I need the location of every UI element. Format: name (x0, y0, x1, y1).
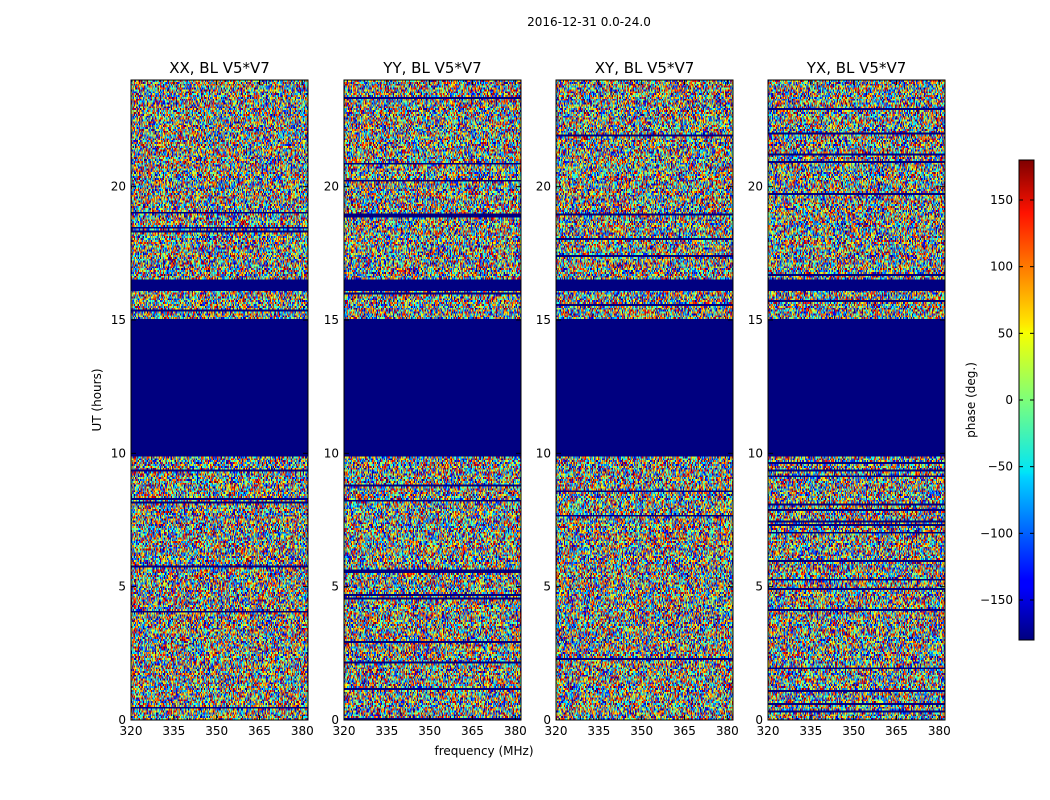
x-tick-label: 350 (630, 724, 653, 738)
panel-4: YX, BL V5*V7 320 335 350 365 380 0 5 10 15 20 (748, 59, 951, 738)
colorbar-tick-label: 50 (998, 326, 1013, 340)
panel-title: YY, BL V5*V7 (382, 59, 481, 77)
colorbar-tick-label: −100 (980, 526, 1013, 540)
y-tick-label: 5 (118, 580, 126, 594)
y-tick-label: 5 (331, 580, 339, 594)
panel-frame (130, 79, 309, 721)
y-tick-label: 10 (536, 446, 551, 460)
x-tick-label: 380 (291, 724, 314, 738)
panel-3: XY, BL V5*V7 320 335 350 365 380 0 5 10 15 20 (536, 59, 739, 738)
colorbar-tick-label: 100 (990, 260, 1013, 274)
y-tick-label: 20 (748, 180, 763, 194)
panel-2: YY, BL V5*V7 320 335 350 365 380 0 5 10 15 20 (324, 59, 527, 738)
phase-heatmap (556, 80, 733, 720)
colorbar-ticks: −150 −100 −50 0 50 100 150 (980, 193, 1034, 607)
y-tick-label: 0 (543, 713, 551, 727)
x-tick-label: 380 (716, 724, 739, 738)
y-tick-label: 0 (755, 713, 763, 727)
y-tick-label: 15 (748, 313, 763, 327)
colorbar-label: phase (deg.) (964, 362, 978, 438)
x-tick-label: 380 (504, 724, 527, 738)
x-tick-label: 365 (673, 724, 696, 738)
panel-frame (343, 79, 522, 721)
x-axis-label: frequency (MHz) (434, 744, 533, 758)
y-tick-label: 20 (111, 180, 126, 194)
colorbar-tick-label: −150 (980, 593, 1013, 607)
panel-frame (767, 79, 946, 721)
colorbar-tick-label: 0 (1005, 393, 1013, 407)
x-tick-label: 365 (885, 724, 908, 738)
y-axis-label: UT (hours) (90, 368, 104, 431)
x-tick-label: 320 (757, 724, 780, 738)
y-tick-label: 5 (755, 580, 763, 594)
x-tick-label: 350 (418, 724, 441, 738)
y-tick-label: 0 (331, 713, 339, 727)
phase-heatmap (768, 80, 945, 720)
y-tick-label: 10 (748, 446, 763, 460)
y-tick-label: 10 (111, 446, 126, 460)
x-tick-label: 320 (333, 724, 356, 738)
y-tick-label: 15 (536, 313, 551, 327)
x-tick-label: 380 (928, 724, 951, 738)
y-tick-label: 15 (324, 313, 339, 327)
x-tick-label: 320 (120, 724, 143, 738)
panel-title: YX, BL V5*V7 (806, 59, 907, 77)
x-tick-label: 335 (375, 724, 398, 738)
x-tick-label: 350 (842, 724, 865, 738)
phase-heatmap (344, 80, 521, 720)
panel-1: XX, BL V5*V7 320 335 350 365 380 0 5 10 15 20 (111, 59, 314, 738)
phase-heatmap (131, 80, 308, 720)
y-tick-label: 15 (111, 313, 126, 327)
y-tick-label: 0 (118, 713, 126, 727)
colorbar-tick-label: −50 (988, 460, 1013, 474)
panel-title: XY, BL V5*V7 (595, 59, 695, 77)
y-tick-label: 20 (536, 180, 551, 194)
x-tick-label: 320 (545, 724, 568, 738)
y-tick-label: 10 (324, 446, 339, 460)
panel-frame (555, 79, 734, 721)
colorbar: −150 −100 −50 0 50 100 150 phase (deg.) (964, 159, 1035, 641)
colorbar-gradient (1019, 160, 1034, 640)
x-tick-label: 365 (248, 724, 271, 738)
x-tick-label: 335 (799, 724, 822, 738)
x-tick-label: 365 (461, 724, 484, 738)
x-tick-label: 335 (587, 724, 610, 738)
y-tick-label: 5 (543, 580, 551, 594)
figure-suptitle: 2016-12-31 0.0-24.0 (527, 15, 651, 29)
x-tick-label: 335 (162, 724, 185, 738)
panel-title: XX, BL V5*V7 (169, 59, 270, 77)
colorbar-tick-label: 150 (990, 193, 1013, 207)
x-tick-label: 350 (205, 724, 228, 738)
y-tick-label: 20 (324, 180, 339, 194)
